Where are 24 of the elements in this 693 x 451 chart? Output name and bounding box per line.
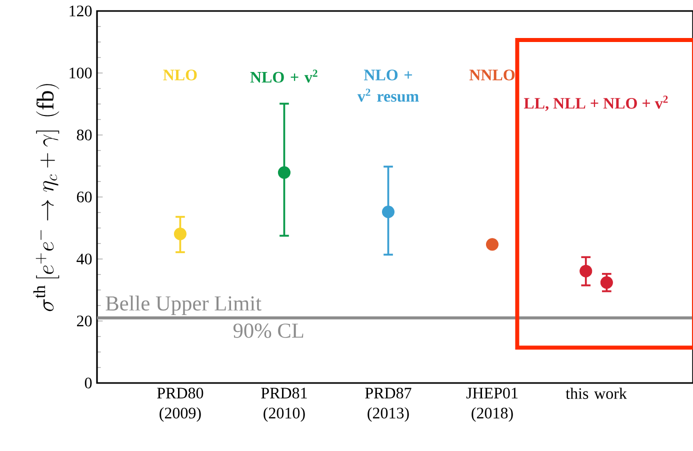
y-tick-label: 20	[77, 316, 92, 326]
point	[278, 166, 290, 179]
x-tick-label: PRD87 (2013)	[365, 388, 412, 422]
text: LL, NLL + NLO + v$^{2}$	[524, 96, 668, 112]
text: NLO + v$^{2}$ resum	[357, 70, 419, 102]
y-tick-label: 40	[76, 254, 92, 264]
y-tick-label: 60	[76, 192, 92, 202]
y-tick-label: 0	[84, 378, 92, 388]
y-tick-label: 80	[76, 130, 92, 140]
point	[382, 206, 395, 218]
y-axis-title: $\sigma^{\rm th}\left[e^+e^-\to\eta_c+\gamma\right]\ (\mathrm{fb})$	[33, 84, 60, 312]
text: NLO + v$^{2}$	[250, 70, 318, 83]
text: NLO	[163, 70, 197, 80]
y-tick-label: 100	[70, 68, 92, 78]
point	[486, 238, 499, 251]
x-tick-label: PRD81 (2010)	[261, 388, 307, 422]
text: NNLO	[469, 70, 515, 80]
annotation: 90% CL	[233, 324, 304, 338]
x-tick-label: JHEP01 (2018)	[466, 388, 518, 422]
y-tick-label: 120	[70, 6, 92, 16]
point	[174, 228, 186, 240]
ref-line-label: Belle Upper Limit	[106, 296, 262, 315]
x-tick-label: this work	[566, 388, 627, 399]
x-tick-label: PRD80 (2009)	[157, 388, 204, 422]
